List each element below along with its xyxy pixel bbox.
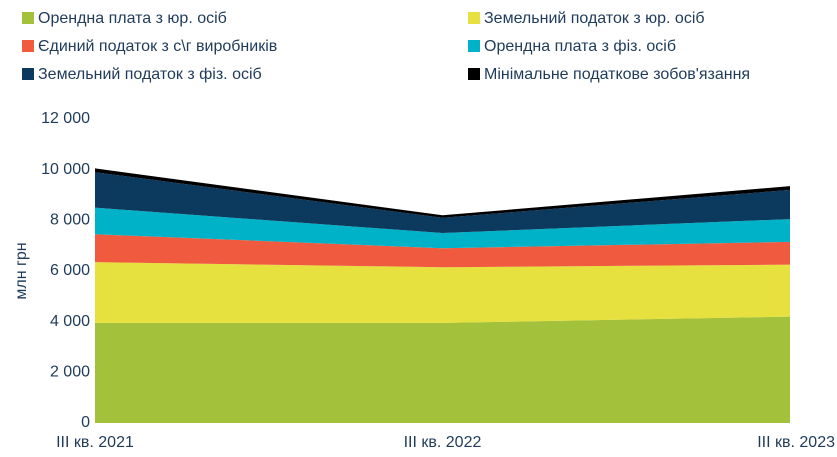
area <box>95 262 790 323</box>
y-tick-label: 0 <box>81 414 90 431</box>
legend-label: Орендна плата з фіз. осіб <box>484 38 676 55</box>
legend-swatch <box>22 40 34 52</box>
legend-label: Єдиний податок з с\г виробників <box>38 38 277 55</box>
area <box>95 207 790 249</box>
legend-label: Земельний податок з юр. осіб <box>484 10 705 27</box>
area <box>95 172 790 233</box>
legend-swatch <box>468 40 480 52</box>
y-tick-label: 12 000 <box>41 110 90 127</box>
x-tick-label: III кв. 2021 <box>56 434 134 451</box>
y-tick-label: 4 000 <box>50 313 90 330</box>
x-tick-label: III кв. 2023 <box>757 434 835 451</box>
x-tick-label: III кв. 2022 <box>404 434 482 451</box>
legend-label: Земельний податок з фіз. осіб <box>38 66 262 83</box>
y-tick-label: 6 000 <box>50 262 90 279</box>
y-tick-label: 2 000 <box>50 364 90 381</box>
legend-label: Мінімальне податкове зобов'язання <box>484 66 750 83</box>
y-tick-label: 8 000 <box>50 212 90 229</box>
legend-swatch <box>22 12 34 24</box>
area <box>95 316 790 423</box>
legend-swatch <box>22 68 34 80</box>
legend-label: Орендна плата з юр. осіб <box>38 10 227 27</box>
area <box>95 234 790 268</box>
y-axis-label: млн грн <box>13 242 30 299</box>
y-tick-label: 10 000 <box>41 161 90 178</box>
legend-swatch <box>468 68 480 80</box>
legend-swatch <box>468 12 480 24</box>
